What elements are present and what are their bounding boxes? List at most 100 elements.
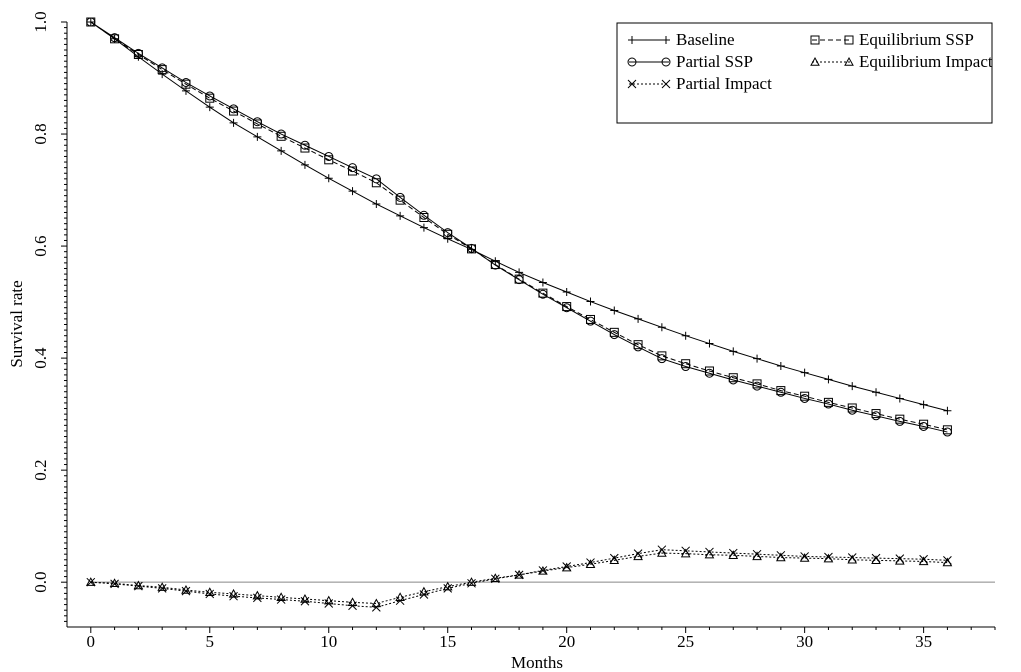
triangle-marker bbox=[276, 592, 287, 602]
x-tick-label: 25 bbox=[677, 632, 694, 651]
legend: Baseline Partial SSP Partial Impact Equilib… bbox=[616, 22, 993, 124]
triangle-marker bbox=[157, 582, 168, 591]
plus-marker bbox=[919, 400, 928, 409]
plus-marker bbox=[348, 187, 357, 196]
legend-entry-partial-ssp: Partial SSP bbox=[627, 52, 753, 71]
triangle-marker bbox=[844, 56, 854, 66]
square-marker bbox=[133, 49, 143, 59]
triangle-marker bbox=[347, 597, 358, 607]
plus-marker bbox=[586, 297, 595, 306]
x-marker bbox=[538, 566, 548, 575]
triangle-marker bbox=[752, 551, 762, 561]
x-tick-label: 5 bbox=[206, 632, 215, 651]
x-marker bbox=[443, 583, 453, 593]
square-marker bbox=[633, 340, 643, 350]
square-marker bbox=[490, 260, 500, 270]
square-marker bbox=[229, 106, 239, 116]
plus-marker bbox=[848, 382, 857, 391]
square-marker bbox=[871, 409, 881, 419]
triangle-marker bbox=[918, 556, 929, 566]
plus-marker bbox=[753, 354, 762, 363]
plus-marker bbox=[729, 347, 738, 356]
square-marker bbox=[371, 178, 381, 188]
legend-entry-equilibrium-ssp: Equilibrium SSP bbox=[810, 30, 974, 49]
y-tick-label: 0.2 bbox=[31, 460, 50, 481]
square-marker bbox=[847, 403, 857, 413]
legend-label: Partial Impact bbox=[676, 74, 772, 93]
legend-entry-baseline: Baseline bbox=[628, 30, 735, 49]
square-marker bbox=[395, 195, 405, 205]
triangle-marker bbox=[538, 565, 548, 575]
square-marker bbox=[419, 213, 429, 223]
square-marker bbox=[844, 35, 854, 45]
x-marker bbox=[157, 583, 167, 593]
triangle-marker bbox=[823, 553, 834, 563]
plus-marker bbox=[538, 278, 547, 287]
plus-marker bbox=[324, 174, 333, 183]
plus-marker bbox=[824, 375, 833, 384]
square-marker bbox=[585, 314, 595, 324]
triangle-marker bbox=[799, 553, 810, 562]
square-marker bbox=[324, 155, 334, 165]
x-tick-label: 0 bbox=[87, 632, 96, 651]
square-marker bbox=[728, 373, 738, 383]
legend-label: Partial SSP bbox=[676, 52, 753, 71]
circle-marker bbox=[627, 57, 637, 67]
x-marker bbox=[627, 79, 637, 89]
series-equilibrium-ssp bbox=[86, 17, 952, 435]
triangle-marker bbox=[728, 550, 739, 559]
square-marker bbox=[86, 17, 96, 27]
plus-marker bbox=[610, 306, 619, 315]
legend-box bbox=[616, 22, 993, 124]
square-marker bbox=[681, 359, 691, 369]
x-tick-label: 35 bbox=[915, 632, 932, 651]
triangle-marker bbox=[490, 573, 501, 582]
square-marker bbox=[514, 274, 524, 284]
square-marker bbox=[895, 414, 905, 424]
triangle-marker bbox=[633, 551, 643, 561]
triangle-marker bbox=[680, 548, 691, 558]
triangle-marker bbox=[561, 562, 572, 572]
triangle-marker bbox=[181, 584, 191, 594]
triangle-marker bbox=[466, 577, 477, 586]
triangle-marker bbox=[85, 577, 96, 586]
plus-marker bbox=[705, 339, 714, 348]
axes: 0 5 10 15 20 25 30 35 0.0 0.2 0.4 0.6 0.8 1.0 bbox=[31, 11, 996, 651]
square-marker bbox=[252, 119, 262, 129]
y-tick-label: 0.6 bbox=[31, 235, 50, 256]
square-marker bbox=[776, 386, 786, 396]
legend-entry-partial-impact: Partial Impact bbox=[627, 74, 772, 93]
plus-marker bbox=[628, 36, 636, 44]
x-marker bbox=[661, 79, 671, 89]
triangle-marker bbox=[894, 555, 905, 565]
plus-marker bbox=[253, 132, 262, 141]
square-marker bbox=[919, 419, 929, 429]
triangle-marker bbox=[609, 555, 620, 565]
square-marker bbox=[157, 65, 167, 75]
x-axis-title: Months bbox=[511, 653, 563, 672]
triangle-marker bbox=[657, 548, 667, 557]
x-tick-label: 30 bbox=[796, 632, 813, 651]
triangle-marker bbox=[847, 554, 858, 564]
x-marker bbox=[181, 586, 191, 596]
triangle-marker bbox=[585, 559, 596, 568]
series-equilibrium-impact bbox=[85, 548, 953, 608]
x-marker bbox=[205, 589, 215, 599]
legend-entry-equilibrium-impact: Equilibrium Impact bbox=[810, 52, 993, 71]
x-tick-label: 10 bbox=[320, 632, 337, 651]
plus-marker bbox=[229, 118, 238, 127]
square-marker bbox=[205, 93, 215, 103]
plus-marker bbox=[205, 103, 214, 112]
triangle-marker bbox=[514, 569, 524, 579]
triangle-marker bbox=[810, 56, 820, 66]
square-marker bbox=[752, 379, 762, 389]
triangle-marker bbox=[133, 580, 144, 590]
triangle-marker bbox=[109, 578, 120, 588]
triangle-marker bbox=[395, 592, 405, 602]
plus-marker bbox=[300, 160, 309, 169]
y-tick-label: 1.0 bbox=[31, 11, 50, 32]
y-tick-label: 0.8 bbox=[31, 123, 50, 144]
square-marker bbox=[562, 302, 572, 312]
plus-marker bbox=[943, 406, 952, 415]
